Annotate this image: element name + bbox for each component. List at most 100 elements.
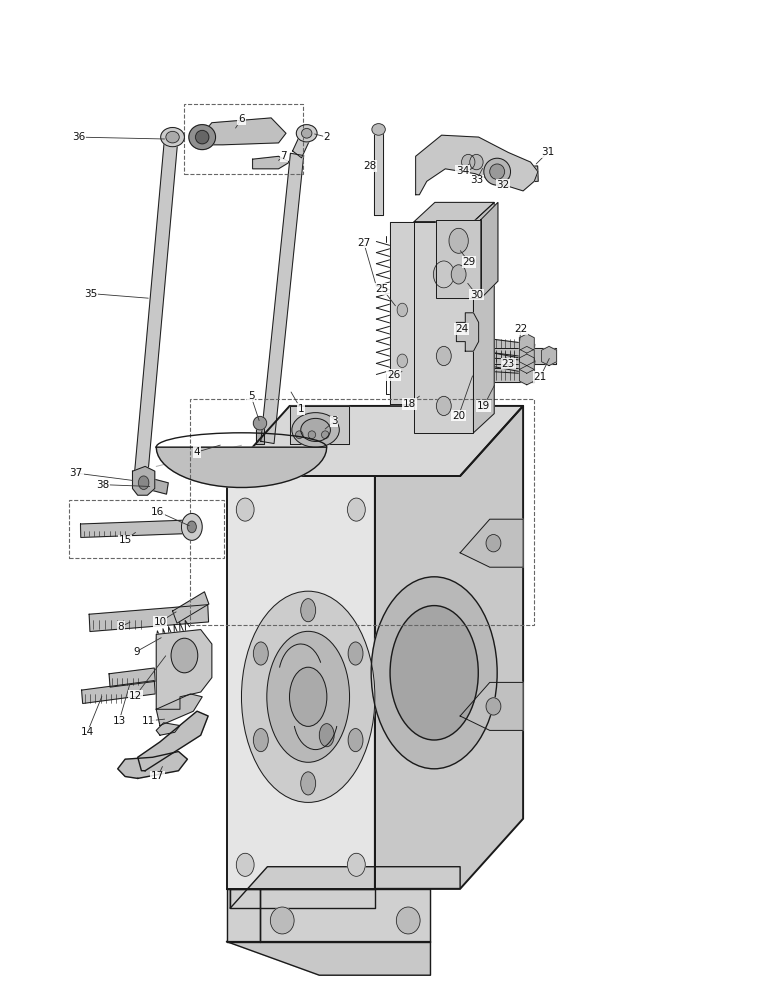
Polygon shape	[481, 202, 498, 298]
Polygon shape	[260, 889, 431, 942]
Polygon shape	[520, 346, 534, 366]
Ellipse shape	[308, 431, 316, 439]
Ellipse shape	[138, 476, 149, 489]
Ellipse shape	[484, 158, 510, 185]
Text: 5: 5	[248, 391, 255, 401]
Text: 4: 4	[194, 447, 200, 457]
Polygon shape	[460, 519, 523, 567]
Text: 17: 17	[151, 771, 164, 781]
Polygon shape	[109, 668, 155, 687]
Ellipse shape	[347, 853, 365, 876]
Text: 21: 21	[533, 372, 547, 382]
Ellipse shape	[195, 130, 209, 144]
Ellipse shape	[236, 498, 254, 521]
Text: 6: 6	[239, 114, 245, 124]
Ellipse shape	[348, 729, 363, 752]
Polygon shape	[156, 723, 180, 735]
Polygon shape	[117, 752, 188, 778]
Polygon shape	[227, 889, 260, 942]
Ellipse shape	[390, 606, 479, 740]
Ellipse shape	[302, 128, 312, 138]
Text: 9: 9	[133, 647, 140, 657]
Bar	[414, 222, 473, 433]
Text: 1: 1	[297, 404, 304, 414]
Ellipse shape	[462, 154, 475, 170]
Ellipse shape	[292, 413, 340, 447]
Polygon shape	[89, 605, 208, 632]
Polygon shape	[508, 166, 538, 183]
Text: 37: 37	[69, 468, 83, 478]
Polygon shape	[374, 130, 383, 215]
Ellipse shape	[489, 164, 505, 179]
Ellipse shape	[348, 642, 363, 665]
Polygon shape	[473, 348, 557, 364]
Ellipse shape	[188, 521, 196, 533]
Text: 20: 20	[452, 411, 466, 421]
Text: 28: 28	[363, 161, 376, 171]
Ellipse shape	[253, 642, 268, 665]
Ellipse shape	[451, 265, 466, 284]
Polygon shape	[230, 867, 460, 908]
Polygon shape	[542, 346, 557, 366]
Text: 30: 30	[470, 290, 483, 300]
Polygon shape	[256, 423, 265, 444]
Polygon shape	[520, 354, 534, 373]
Polygon shape	[472, 349, 535, 374]
Polygon shape	[375, 406, 523, 889]
Polygon shape	[397, 363, 422, 378]
Ellipse shape	[486, 698, 501, 715]
Polygon shape	[193, 118, 286, 145]
Ellipse shape	[397, 354, 408, 368]
Text: 11: 11	[142, 716, 155, 726]
Text: 35: 35	[84, 289, 98, 299]
Ellipse shape	[253, 416, 266, 430]
Polygon shape	[414, 202, 494, 222]
Polygon shape	[473, 202, 494, 433]
Ellipse shape	[321, 431, 329, 439]
Ellipse shape	[171, 638, 198, 673]
Text: 25: 25	[376, 284, 389, 294]
Text: 15: 15	[118, 535, 132, 545]
Polygon shape	[174, 645, 207, 661]
Ellipse shape	[270, 907, 294, 934]
Polygon shape	[227, 942, 431, 975]
Text: 26: 26	[387, 370, 400, 380]
Text: 13: 13	[113, 716, 126, 726]
Bar	[69, 500, 225, 558]
Polygon shape	[82, 681, 155, 703]
Text: 34: 34	[455, 166, 469, 176]
Polygon shape	[252, 156, 290, 169]
Ellipse shape	[189, 125, 215, 150]
Polygon shape	[156, 630, 212, 709]
Polygon shape	[80, 520, 186, 537]
Ellipse shape	[161, 128, 185, 147]
Ellipse shape	[181, 513, 202, 540]
Text: 36: 36	[72, 132, 85, 142]
Polygon shape	[293, 127, 313, 158]
Ellipse shape	[296, 431, 303, 439]
Polygon shape	[227, 406, 523, 476]
Text: 19: 19	[477, 401, 490, 411]
Ellipse shape	[242, 591, 375, 802]
Polygon shape	[261, 153, 303, 444]
Text: 22: 22	[514, 324, 527, 334]
Polygon shape	[415, 135, 538, 195]
Ellipse shape	[290, 667, 327, 726]
Ellipse shape	[253, 729, 268, 752]
Text: 2: 2	[323, 132, 330, 142]
Text: 3: 3	[331, 416, 337, 426]
Text: 18: 18	[403, 399, 416, 409]
Ellipse shape	[371, 577, 497, 769]
Text: 38: 38	[96, 480, 110, 490]
Text: 12: 12	[129, 691, 142, 701]
Polygon shape	[456, 313, 479, 351]
Polygon shape	[520, 366, 534, 385]
Ellipse shape	[236, 853, 254, 876]
Text: 16: 16	[151, 507, 164, 517]
Polygon shape	[473, 337, 535, 358]
Text: 24: 24	[455, 324, 469, 334]
Polygon shape	[137, 711, 208, 771]
Ellipse shape	[301, 418, 330, 441]
Ellipse shape	[347, 498, 365, 521]
Text: 8: 8	[117, 622, 124, 632]
